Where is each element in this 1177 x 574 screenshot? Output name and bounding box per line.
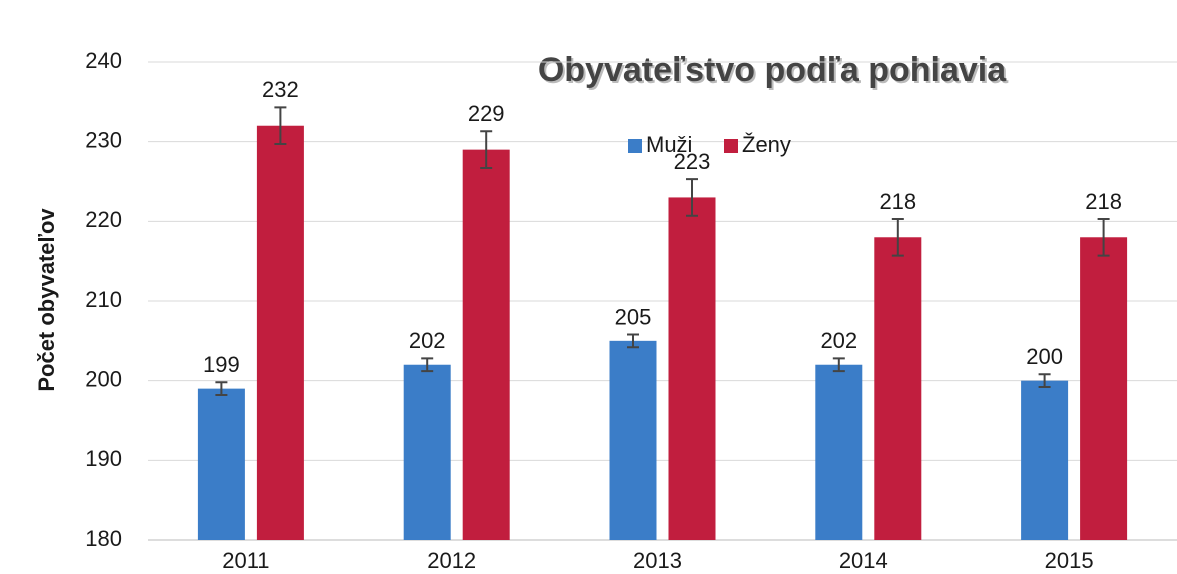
error-bar <box>274 106 287 146</box>
chart-title-shadow: Obyvateľstvo podľa pohlavia <box>540 53 1009 91</box>
legend-swatch <box>628 139 642 153</box>
bar <box>874 237 922 540</box>
data-label: 199 <box>203 352 240 377</box>
bar <box>403 364 451 540</box>
legend-label: Ženy <box>742 132 791 157</box>
legend-swatch <box>724 139 738 153</box>
error-bar <box>1097 217 1110 257</box>
y-tick-label: 230 <box>85 127 122 152</box>
y-axis-label: Počet obyvateľov <box>34 208 59 392</box>
data-label: 218 <box>1085 189 1122 214</box>
data-label: 202 <box>820 328 857 353</box>
bar <box>1021 380 1069 540</box>
x-tick-label: 2013 <box>633 548 682 573</box>
bar <box>197 388 245 540</box>
y-tick-label: 210 <box>85 287 122 312</box>
chart-title: Obyvateľstvo podľa pohlavia <box>538 51 1007 89</box>
error-bar <box>832 357 845 373</box>
data-label: 202 <box>409 328 446 353</box>
data-label: 218 <box>879 189 916 214</box>
bar <box>1080 237 1128 540</box>
bar <box>609 340 657 540</box>
data-label: 205 <box>615 304 652 329</box>
bar <box>256 125 304 540</box>
bar <box>815 364 863 540</box>
error-bar <box>686 178 698 217</box>
x-tick-label: 2014 <box>839 548 888 573</box>
y-tick-label: 220 <box>85 207 122 232</box>
x-tick-label: 2011 <box>222 548 269 573</box>
bar <box>668 197 716 540</box>
data-label: 223 <box>674 149 711 174</box>
error-bar <box>215 381 228 397</box>
x-tick-label: 2012 <box>427 548 476 573</box>
y-tick-label: 200 <box>85 366 122 391</box>
x-tick-label: 2015 <box>1045 548 1094 573</box>
error-bar <box>421 357 434 373</box>
data-label: 232 <box>262 77 299 102</box>
error-bar <box>480 130 493 169</box>
data-label: 200 <box>1026 344 1063 369</box>
legend-label: Muži <box>646 132 692 157</box>
error-bar <box>1038 373 1051 389</box>
y-tick-label: 180 <box>85 526 122 551</box>
error-bar <box>891 217 904 257</box>
error-bar <box>627 333 639 349</box>
data-label: 229 <box>468 101 505 126</box>
y-tick-label: 240 <box>85 48 122 73</box>
bar <box>462 149 510 540</box>
y-tick-label: 190 <box>85 446 122 471</box>
